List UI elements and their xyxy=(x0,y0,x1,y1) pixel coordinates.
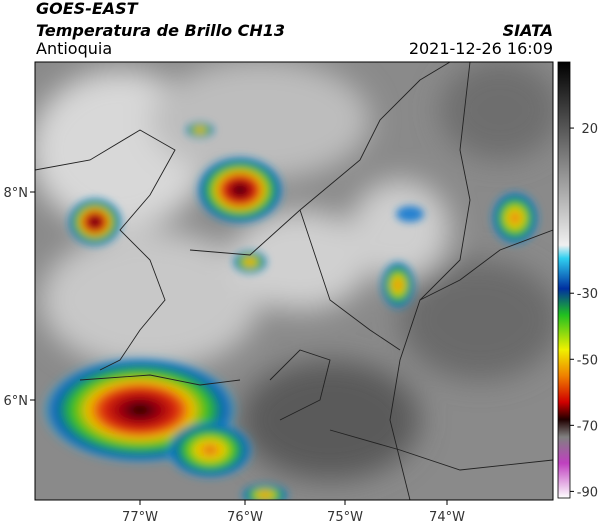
colorbar xyxy=(557,61,571,499)
datetime: 2021-12-26 16:09 xyxy=(409,39,553,58)
lon-label: 75°W xyxy=(327,510,363,525)
colorbar-tick-label: -30 xyxy=(577,287,598,302)
colorbar-tick-label: -70 xyxy=(577,419,598,434)
lon-label: 77°W xyxy=(122,510,158,525)
map-frame xyxy=(34,61,554,501)
source: SIATA xyxy=(503,21,553,40)
lon-label: 74°W xyxy=(429,510,465,525)
colorbar-tick-label: -90 xyxy=(577,485,598,500)
lat-label: 8°N xyxy=(4,186,29,201)
satellite-image xyxy=(35,62,553,500)
colorbar-tick-label: 20 xyxy=(581,122,598,137)
region: Antioquia xyxy=(36,39,112,58)
product: GOES-EAST xyxy=(36,0,139,18)
lon-label: 76°W xyxy=(227,510,263,525)
title: Temperatura de Brillo CH13 xyxy=(36,21,285,40)
colorbar-tick-label: -50 xyxy=(577,353,598,368)
lat-label: 6°N xyxy=(4,394,29,409)
